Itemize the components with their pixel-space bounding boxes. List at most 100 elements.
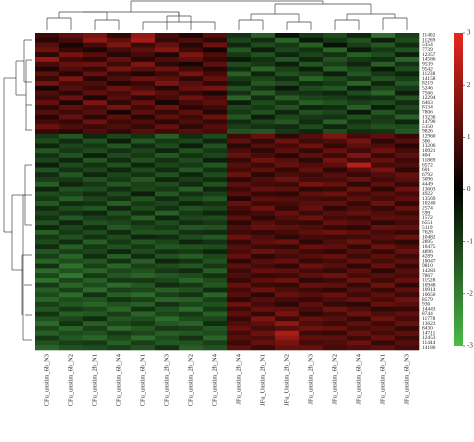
heatmap-cell	[251, 100, 276, 106]
heatmap-cell	[131, 33, 156, 39]
heatmap-cell	[107, 109, 132, 115]
heatmap-cell	[371, 105, 396, 111]
heatmap-cell	[395, 244, 420, 250]
heatmap-cell	[35, 119, 60, 125]
heatmap-cell	[227, 321, 252, 327]
heatmap-cell	[107, 210, 132, 216]
heatmap-cell	[251, 229, 276, 236]
heatmap-cell	[395, 148, 420, 154]
heatmap-cell	[323, 210, 348, 216]
heatmap-cell	[227, 81, 252, 87]
heatmap-cell	[131, 282, 156, 288]
heatmap-cell	[227, 124, 252, 130]
heatmap-cell	[155, 282, 180, 288]
heatmap-cell	[59, 133, 84, 139]
heatmap-cell	[107, 282, 132, 288]
heatmap-cell	[299, 253, 324, 260]
heatmap-cell	[35, 71, 60, 77]
heatmap-cell	[227, 181, 252, 187]
heatmap-cell	[395, 253, 420, 260]
heatmap-cell	[371, 47, 396, 53]
heatmap-cell	[347, 225, 372, 231]
heatmap-cell	[299, 292, 324, 298]
heatmap-cell	[251, 249, 276, 255]
heatmap-cell	[35, 249, 60, 255]
heatmap-cell	[347, 321, 372, 327]
heatmap-cell	[83, 263, 108, 269]
heatmap-cell	[323, 205, 348, 212]
heatmap-cell	[371, 66, 396, 72]
heatmap-cell	[131, 196, 156, 202]
heatmap-cell	[275, 100, 300, 106]
heatmap-cell	[107, 196, 132, 202]
column-label: CFu_unstim_6h_N3	[43, 354, 50, 406]
heatmap-cell	[131, 287, 156, 293]
heatmap-cell	[203, 37, 228, 43]
heatmap-cell	[299, 95, 324, 101]
heatmap-cell	[299, 215, 324, 221]
column-label: CFu_unstim_2h_N1	[91, 354, 98, 406]
heatmap-cell	[35, 61, 60, 67]
heatmap-cell	[227, 316, 252, 322]
heatmap-cell	[371, 321, 396, 327]
row-label: 404	[422, 153, 430, 159]
heatmap-cell	[155, 311, 180, 317]
heatmap-cell	[227, 119, 252, 125]
heatmap-cell	[347, 157, 372, 163]
heatmap-cell	[395, 143, 420, 149]
heatmap-cell	[131, 124, 156, 130]
heatmap-cell	[131, 57, 156, 63]
heatmap-cell	[371, 201, 396, 207]
heatmap-cell	[275, 81, 300, 87]
heatmap-cell	[83, 239, 108, 245]
heatmap-cell	[155, 263, 180, 269]
heatmap-cell	[59, 148, 84, 154]
heatmap-cell	[323, 153, 348, 159]
heatmap-cell	[347, 215, 372, 221]
heatmap-cell	[203, 61, 228, 67]
heatmap-cell	[59, 292, 84, 298]
heatmap-cell	[251, 321, 276, 327]
heatmap-cell	[107, 258, 132, 264]
heatmap-cell	[347, 249, 372, 255]
heatmap-cell	[179, 340, 204, 346]
heatmap-cell	[59, 37, 84, 43]
heatmap-cell	[227, 234, 252, 240]
heatmap-cell	[35, 263, 60, 269]
heatmap-cell	[203, 201, 228, 207]
heatmap-cell	[35, 153, 60, 159]
heatmap-cell	[371, 229, 396, 236]
heatmap-cell	[59, 119, 84, 125]
heatmap-cell	[83, 277, 108, 284]
heatmap-cell	[251, 37, 276, 43]
heatmap-cell	[275, 215, 300, 221]
heatmap-cell	[251, 335, 276, 341]
heatmap-cell	[179, 148, 204, 154]
heatmap-cell	[107, 143, 132, 149]
heatmap-cell	[347, 143, 372, 149]
heatmap-cell	[131, 345, 156, 351]
heatmap-cell	[299, 249, 324, 255]
heatmap-cell	[83, 345, 108, 351]
heatmap-cell	[203, 239, 228, 245]
heatmap-cell	[347, 57, 372, 63]
heatmap-cell	[107, 345, 132, 351]
heatmap-cell	[107, 205, 132, 212]
heatmap-cell	[227, 100, 252, 106]
heatmap-cell	[251, 76, 276, 82]
heatmap-cell	[83, 148, 108, 154]
heatmap-cell	[179, 119, 204, 125]
heatmap-cell	[107, 263, 132, 269]
heatmap-cell	[251, 148, 276, 154]
heatmap-cell	[203, 244, 228, 250]
heatmap-cell	[347, 66, 372, 72]
heatmap-cell	[107, 253, 132, 260]
heatmap-cell	[155, 33, 180, 39]
heatmap-cell	[107, 133, 132, 139]
heatmap-cell	[347, 282, 372, 288]
heatmap-cell	[203, 95, 228, 101]
heatmap-cell	[347, 114, 372, 120]
heatmap-cell	[299, 345, 324, 351]
heatmap-cell	[275, 85, 300, 91]
